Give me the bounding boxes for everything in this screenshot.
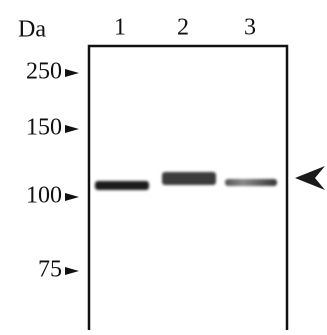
unit-label: Da <box>18 17 46 43</box>
blot-figure: Da 1 2 3 250 150 100 75 <box>0 0 327 330</box>
band-lane-3 <box>225 179 277 186</box>
lane-label: 3 <box>244 15 256 41</box>
band-lane-1 <box>95 181 149 190</box>
marker-label: 150 <box>26 115 62 141</box>
marker-label: 100 <box>26 183 62 209</box>
lane-label: 1 <box>114 15 126 41</box>
lane-label: 2 <box>177 15 189 41</box>
marker-label: 250 <box>26 59 62 85</box>
page: Da 1 2 3 250 150 100 75 (() => { const d… <box>0 0 327 330</box>
band-lane-2 <box>162 172 216 185</box>
marker-label: 75 <box>38 257 62 283</box>
